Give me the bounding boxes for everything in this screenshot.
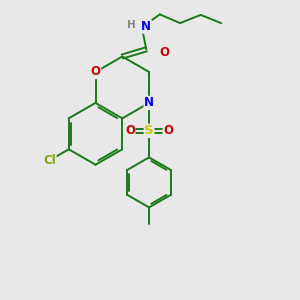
Text: H: H: [127, 20, 136, 30]
Text: S: S: [144, 124, 154, 137]
Text: O: O: [91, 65, 100, 79]
Text: Cl: Cl: [43, 154, 56, 167]
Text: O: O: [125, 124, 135, 137]
Text: O: O: [163, 124, 173, 137]
Text: O: O: [160, 46, 170, 59]
Text: N: N: [144, 96, 154, 110]
Text: N: N: [141, 20, 151, 33]
